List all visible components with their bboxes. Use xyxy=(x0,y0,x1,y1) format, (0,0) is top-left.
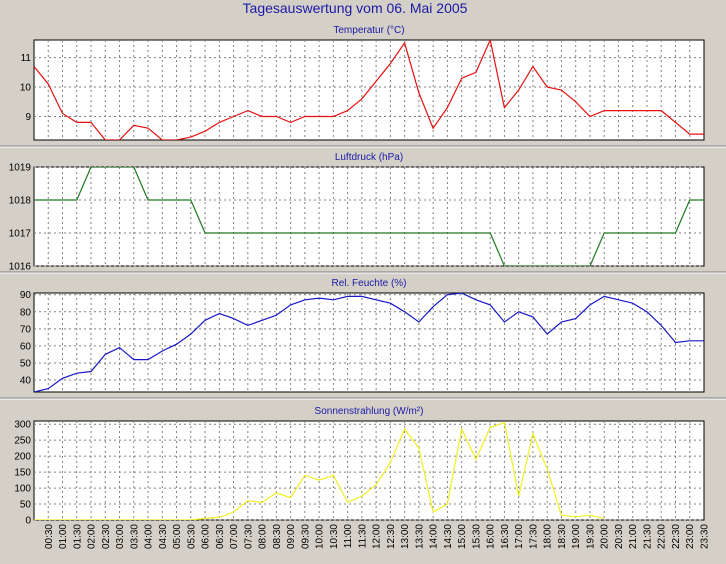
y-tick-label: 11 xyxy=(21,53,32,64)
x-tick-label: 16:30 xyxy=(500,524,511,549)
x-tick-label: 02:00 xyxy=(87,524,98,549)
y-tick-label: 1018 xyxy=(9,196,32,207)
series-line-humidity xyxy=(34,293,704,392)
x-tick-label: 14:30 xyxy=(443,524,454,549)
x-tick-label: 19:00 xyxy=(571,524,582,549)
y-tick-label: 80 xyxy=(20,307,32,318)
x-tick-label: 20:00 xyxy=(600,524,611,549)
y-tick-label: 90 xyxy=(20,290,32,301)
y-tick-label: 9 xyxy=(25,112,31,123)
y-tick-label: 40 xyxy=(20,376,32,387)
x-tick-label: 08:00 xyxy=(258,524,269,549)
x-tick-label: 00:30 xyxy=(44,524,55,549)
panel-title-humidity: Rel. Feuchte (%) xyxy=(331,278,406,289)
x-tick-label: 13:00 xyxy=(400,524,411,549)
x-tick-label: 17:30 xyxy=(528,524,539,549)
y-tick-label: 100 xyxy=(14,484,31,495)
x-tick-label: 23:30 xyxy=(700,524,711,549)
x-tick-label: 16:00 xyxy=(486,524,497,549)
y-tick-label: 50 xyxy=(20,500,32,511)
x-tick-label: 06:00 xyxy=(201,524,212,549)
x-tick-label: 18:00 xyxy=(543,524,554,549)
x-tick-label: 08:30 xyxy=(272,524,283,549)
y-tick-label: 300 xyxy=(14,420,31,431)
x-tick-label: 05:00 xyxy=(172,524,183,549)
panel-title-radiation: Sonnenstrahlung (W/m²) xyxy=(315,406,424,417)
x-tick-label: 04:00 xyxy=(144,524,155,549)
x-tick-label: 15:30 xyxy=(471,524,482,549)
page-title: Tagesauswertung vom 06. Mai 2005 xyxy=(243,0,468,16)
y-tick-label: 200 xyxy=(14,452,31,463)
chart-panel-pressure: Luftdruck (hPa) 1016 1017 1018 1019 xyxy=(0,152,726,274)
x-tick-label: 20:30 xyxy=(614,524,625,549)
plot-area-radiation xyxy=(33,420,705,521)
x-tick-label: 14:00 xyxy=(429,524,440,549)
panel-title-temperature: Temperatur (°C) xyxy=(333,25,404,36)
x-tick-label: 02:30 xyxy=(101,524,112,549)
x-tick-label: 13:30 xyxy=(414,524,425,549)
x-tick-label: 11:00 xyxy=(343,524,354,549)
y-tick-label: 60 xyxy=(20,341,32,352)
x-tick-label: 21:30 xyxy=(643,524,654,549)
series-line-radiation xyxy=(34,421,605,520)
x-tick-label: 03:00 xyxy=(115,524,126,549)
x-tick-label: 23:00 xyxy=(685,524,696,549)
x-tick-label: 03:30 xyxy=(129,524,140,549)
x-tick-label: 19:30 xyxy=(586,524,597,549)
x-tick-label: 04:30 xyxy=(158,524,169,549)
x-tick-label: 11:30 xyxy=(357,524,368,549)
y-tick-label: 1017 xyxy=(9,229,32,240)
plot-area-humidity xyxy=(33,292,705,393)
x-tick-label: 12:30 xyxy=(386,524,397,549)
x-tick-label: 17:00 xyxy=(514,524,525,549)
y-tick-label: 50 xyxy=(20,358,32,369)
x-tick-label: 05:30 xyxy=(186,524,197,549)
x-tick-label: 22:00 xyxy=(657,524,668,549)
series-line-temperature xyxy=(34,40,704,140)
y-tick-label: 10 xyxy=(20,83,32,94)
x-tick-label: 01:00 xyxy=(58,524,69,549)
plot-area-pressure xyxy=(33,166,705,267)
series-line-pressure xyxy=(34,167,704,266)
x-tick-label: 12:00 xyxy=(372,524,383,549)
x-axis: 00:30 01:00 01:30 02:00 02:30 03:00 03:30 04:00… xyxy=(44,524,711,549)
chart-panel-radiation: Sonnenstrahlung (W/m²) 0 50 100 150 200 250 300 xyxy=(14,406,705,527)
x-tick-label: 07:00 xyxy=(229,524,240,549)
panel-title-pressure: Luftdruck (hPa) xyxy=(335,152,403,163)
y-tick-label: 0 xyxy=(25,516,31,527)
x-tick-label: 01:30 xyxy=(72,524,83,549)
y-tick-label: 250 xyxy=(14,436,31,447)
y-tick-label: 1019 xyxy=(9,163,32,174)
x-tick-label: 06:30 xyxy=(215,524,226,549)
x-tick-label: 07:30 xyxy=(243,524,254,549)
x-tick-label: 15:00 xyxy=(457,524,468,549)
chart-panels: Temperatur (°C) 9 10 11 Luftdruck (hPa) 1016 1… xyxy=(0,25,726,527)
x-tick-label: 22:30 xyxy=(671,524,682,549)
x-tick-label: 18:30 xyxy=(557,524,568,549)
x-tick-label: 21:00 xyxy=(628,524,639,549)
y-tick-label: 1016 xyxy=(9,262,32,273)
x-tick-label: 10:30 xyxy=(329,524,340,549)
chart-panel-temperature: Temperatur (°C) 9 10 11 xyxy=(0,25,726,148)
y-tick-label: 70 xyxy=(20,324,32,335)
chart-panel-humidity: Rel. Feuchte (%) 40 50 60 70 80 90 xyxy=(0,278,726,400)
x-tick-label: 10:00 xyxy=(315,524,326,549)
y-tick-label: 150 xyxy=(14,468,31,479)
x-tick-label: 09:00 xyxy=(286,524,297,549)
x-tick-label: 09:30 xyxy=(300,524,311,549)
